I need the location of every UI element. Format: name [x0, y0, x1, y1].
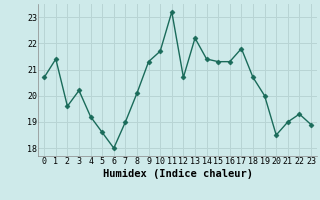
- X-axis label: Humidex (Indice chaleur): Humidex (Indice chaleur): [103, 169, 252, 179]
